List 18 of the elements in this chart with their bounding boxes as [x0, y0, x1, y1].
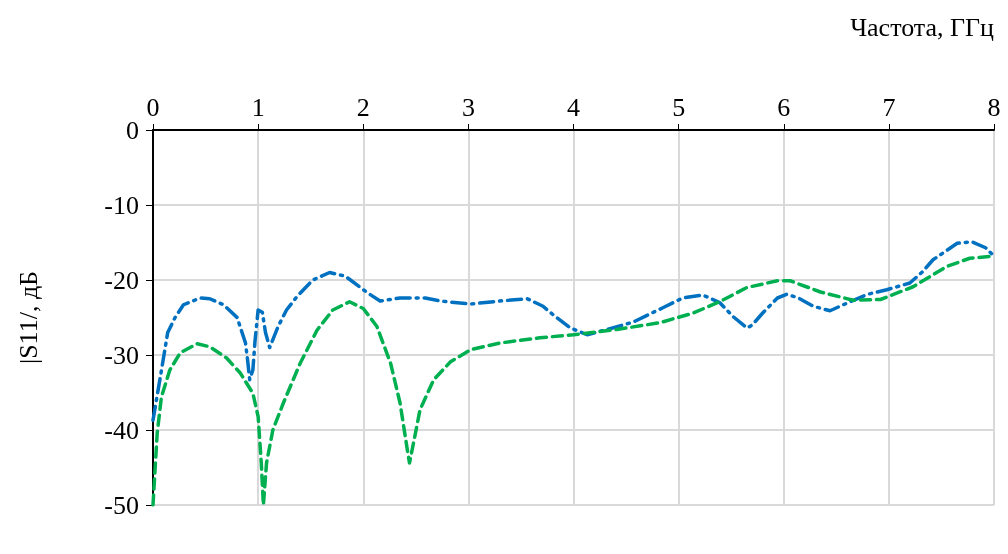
x-tick-label: 5: [672, 92, 686, 122]
y-tick-label: 0: [126, 115, 139, 145]
x-tick-label: 7: [882, 92, 896, 122]
x-tick-label: 1: [251, 92, 265, 122]
x-axis-title: Частота, ГГц: [850, 12, 995, 42]
x-tick-label: 8: [987, 92, 1001, 122]
x-tick-label: 6: [777, 92, 791, 122]
y-axis-title: |S11/, дБ: [13, 270, 43, 365]
y-tick-label: -30: [104, 340, 139, 370]
y-tick-label: -50: [104, 490, 139, 520]
y-tick-label: -40: [104, 415, 139, 445]
y-tick-label: -10: [104, 190, 139, 220]
x-tick-label: 4: [567, 92, 580, 122]
y-tick-label: -20: [104, 265, 139, 295]
x-tick-label: 3: [461, 92, 475, 122]
x-tick-label: 2: [356, 92, 370, 122]
line-series: [151, 240, 996, 422]
x-tick-label: 0: [146, 92, 160, 122]
